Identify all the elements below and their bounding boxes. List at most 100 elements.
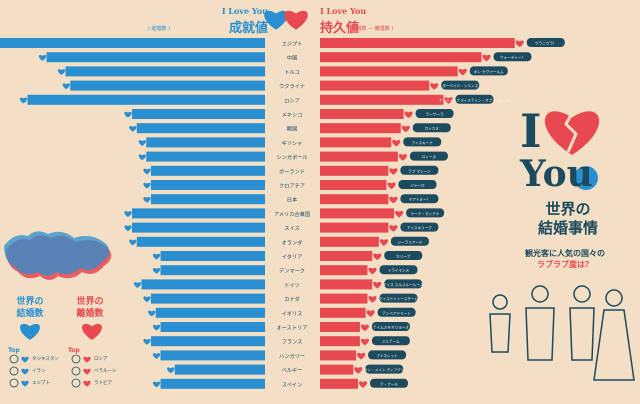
world-divorce-line1: 世界の: [76, 297, 104, 307]
marriage-bar: [160, 251, 265, 261]
divorce-bar-heart-icon: [368, 267, 377, 275]
country-label-bg: [266, 151, 318, 162]
callout-bubble: [370, 378, 408, 388]
divorce-bar: [320, 123, 401, 134]
divorce-bar: [320, 109, 404, 119]
person-2-head-icon: [531, 285, 549, 303]
country-label-bg: [266, 222, 318, 233]
divorce-top-2: ベラルーシ: [94, 369, 117, 374]
divorce-bar: [320, 38, 515, 48]
marriage-bar: [151, 194, 265, 205]
country-label: オランダ: [282, 238, 303, 246]
country-label-bg: [266, 80, 318, 91]
bride-head-icon: [605, 289, 623, 307]
marriage-bar-heart-icon: [124, 211, 132, 217]
big-heart-icon: [544, 111, 600, 155]
callout-bubble: [469, 66, 508, 76]
country-label: メキシコ: [282, 112, 303, 119]
country-label: ハンガリー: [279, 352, 305, 360]
divorce-bar-heart-icon: [387, 182, 396, 190]
right-subtitle: ( 結婚数 ― 離婚数 ): [348, 26, 394, 32]
marriage-bar-heart-icon: [138, 140, 146, 146]
world-map-marriage-icon: [4, 231, 110, 276]
country-label-bg: [266, 52, 318, 63]
country-label-bg: [266, 123, 318, 134]
callout-text: アイス スルスルールース: [383, 282, 424, 287]
marriage-bar: [132, 208, 265, 219]
country-label: イタリア: [282, 253, 303, 261]
country-label-bg: [266, 251, 318, 261]
marriage-bar: [136, 236, 265, 247]
marriage-rank-heart-icon: [21, 368, 29, 375]
blue-heart-icon: [264, 10, 288, 30]
bride-dress-icon: [593, 309, 635, 381]
callout-text: テイムスキオリヨーズ: [373, 325, 409, 330]
country-label: ドイツ: [284, 283, 300, 289]
country-label-bg: [266, 336, 318, 347]
marriage-bar: [0, 38, 265, 48]
callout-text: ナーシーンナディスティン・オブ・アムール: [439, 97, 510, 102]
divorce-bar-heart-icon: [401, 125, 410, 133]
callout-bubble: [400, 194, 439, 204]
marriage-bar-heart-icon: [143, 196, 151, 203]
country-label: 中国: [287, 54, 297, 62]
callout-bubble: [379, 293, 418, 303]
country-label-bg: [266, 94, 318, 105]
country-label-bg: [266, 38, 318, 48]
marriage-rank-2-icon: [9, 366, 19, 376]
marriage-bar-heart-icon: [138, 154, 146, 161]
marriage-bar: [70, 80, 265, 91]
callout-text: カリーブ: [396, 254, 411, 259]
country-label: ウクライナ: [279, 82, 305, 90]
country-label: ギリシャ: [282, 140, 303, 147]
callout-bubble: [398, 180, 437, 189]
divorce-bar: [320, 322, 360, 332]
marriage-bar-heart-icon: [129, 239, 137, 246]
marriage-rank-heart-icon: [21, 356, 29, 363]
marriage-bar-heart-icon: [19, 97, 28, 104]
callout-text: ジーラリアード: [397, 239, 422, 244]
marriage-bar-heart-icon: [152, 267, 161, 274]
country-label-bg: [266, 350, 318, 361]
callout-text: ラン・メイン ディフテン: [364, 367, 405, 372]
divorce-bar-heart-icon: [515, 40, 524, 48]
marriage-bar: [141, 279, 265, 290]
divorce-bar: [320, 66, 458, 77]
right-title: I Love You 持久値: [320, 6, 410, 36]
callout-text: テンペアドリート: [382, 310, 411, 315]
callout-bubble: [403, 137, 442, 147]
marriage-top-3: エジプト: [32, 381, 50, 386]
divorce-bar-heart-icon: [366, 310, 375, 317]
marriage-top-1: タジキスタン: [32, 357, 59, 362]
divorce-bar-heart-icon: [357, 352, 366, 360]
divorce-bar: [320, 208, 395, 219]
marriage-bar-heart-icon: [152, 381, 161, 388]
country-label-bg: [266, 236, 318, 247]
country-label: トルコ: [284, 69, 299, 76]
divorce-rank-heart-icon: [83, 356, 91, 363]
left-title-jp: 成就値: [228, 21, 268, 36]
callout-text: ウォーディー！: [500, 55, 525, 60]
divorce-bar-heart-icon: [368, 296, 377, 303]
divorce-bar: [320, 251, 373, 261]
marriage-bar: [160, 350, 265, 361]
country-label: ロシア: [284, 97, 300, 104]
callout-text: ロッカヌ: [425, 126, 439, 131]
marriage-bar: [151, 336, 265, 347]
divorce-rank-heart-icon: [83, 368, 91, 375]
country-label: 韓国: [287, 125, 297, 133]
marriage-bar-heart-icon: [124, 111, 132, 118]
main-title-line2: 結婚事情: [537, 219, 598, 237]
marriage-bar: [136, 123, 265, 134]
callout-bubble: [379, 265, 418, 275]
country-label-bg: [266, 66, 318, 77]
callout-text: ターベイド・シエンズ: [442, 83, 478, 88]
country-label: アメリカ合衆国: [274, 210, 310, 218]
country-label-bg: [266, 293, 318, 304]
left-title-en: I Love You: [221, 6, 268, 16]
callout-bubble: [409, 151, 448, 161]
person-2-body-icon: [525, 307, 555, 361]
marriage-bar: [151, 180, 265, 190]
marriage-bar-heart-icon: [124, 225, 132, 232]
divorce-bar: [320, 350, 357, 361]
